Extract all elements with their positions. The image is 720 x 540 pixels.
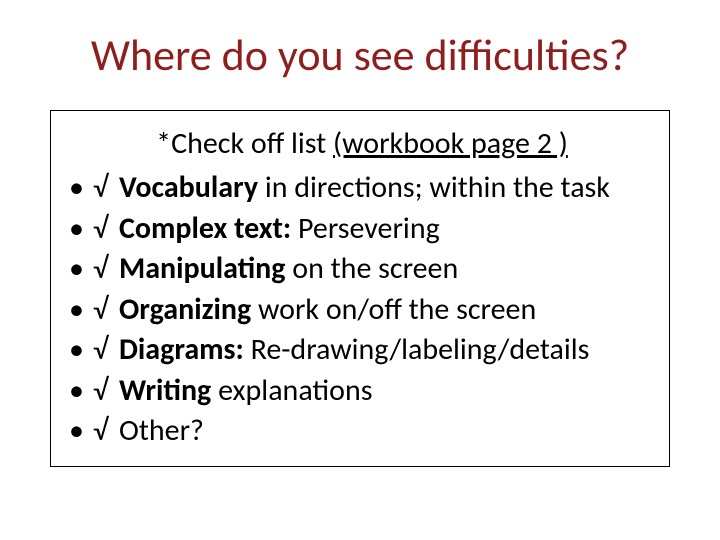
item-bold-label: Manipulating xyxy=(119,250,285,287)
checklist-subtitle: *Check off list (workbook page 2 ) xyxy=(65,125,659,162)
checklist-item: •√ Organizing work on/off the screen xyxy=(65,290,659,331)
item-bold-label: Vocabulary xyxy=(119,169,258,206)
checklist-item-text: √ Organizing work on/off the screen xyxy=(93,290,536,331)
checklist-item: •√ Complex text: Persevering xyxy=(65,209,659,250)
checklist-item-text: √ Writing explanations xyxy=(93,371,372,412)
bullet-icon: • xyxy=(65,249,93,290)
bullet-icon: • xyxy=(65,330,93,371)
checklist-item: •√ Other? xyxy=(65,411,659,452)
item-rest-text: in directions; within the task xyxy=(258,169,610,206)
item-rest-text: Other? xyxy=(119,412,204,449)
item-rest-text: work on/off the screen xyxy=(251,291,536,328)
check-icon: √ xyxy=(93,209,119,250)
item-rest-text: Persevering xyxy=(291,210,439,247)
checklist-item: •√ Diagrams: Re-drawing/labeling/details xyxy=(65,330,659,371)
checklist-items: •√ Vocabulary in directions; within the … xyxy=(65,168,659,452)
checklist-item: •√ Manipulating on the screen xyxy=(65,249,659,290)
checklist-item: •√ Vocabulary in directions; within the … xyxy=(65,168,659,209)
checklist-item-text: √ Diagrams: Re-drawing/labeling/details xyxy=(93,330,589,371)
item-bold-label: Diagrams: xyxy=(119,331,244,368)
item-rest-text: Re-drawing/labeling/details xyxy=(244,331,590,368)
check-icon: √ xyxy=(93,168,119,209)
bullet-icon: • xyxy=(65,209,93,250)
checklist-item-text: √ Vocabulary in directions; within the t… xyxy=(93,168,610,209)
check-icon: √ xyxy=(93,249,119,290)
item-bold-label: Complex text: xyxy=(119,210,291,247)
checklist-item: •√ Writing explanations xyxy=(65,371,659,412)
checklist-item-text: √ Complex text: Persevering xyxy=(93,209,440,250)
subtitle-underlined: (workbook page 2 ) xyxy=(333,125,568,162)
item-rest-text: explanations xyxy=(211,372,372,409)
check-icon: √ xyxy=(93,330,119,371)
content-box: *Check off list (workbook page 2 ) •√ Vo… xyxy=(50,110,670,467)
slide-title: Where do you see difficulties? xyxy=(50,28,670,82)
item-bold-label: Organizing xyxy=(119,291,251,328)
check-icon: √ xyxy=(93,411,119,452)
bullet-icon: • xyxy=(65,371,93,412)
checklist-item-text: √ Other? xyxy=(93,411,204,452)
subtitle-prefix: *Check off list xyxy=(156,125,333,162)
bullet-icon: • xyxy=(65,290,93,331)
check-icon: √ xyxy=(93,290,119,331)
item-rest-text: on the screen xyxy=(285,250,458,287)
item-bold-label: Writing xyxy=(119,372,211,409)
check-icon: √ xyxy=(93,371,119,412)
bullet-icon: • xyxy=(65,168,93,209)
checklist-item-text: √ Manipulating on the screen xyxy=(93,249,458,290)
bullet-icon: • xyxy=(65,411,93,452)
